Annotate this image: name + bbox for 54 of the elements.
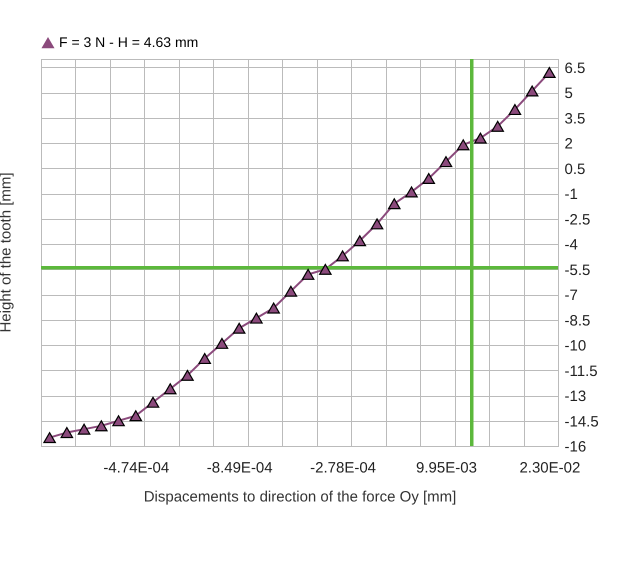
point <box>302 268 314 280</box>
y-tick-label: 3.5 <box>564 110 586 128</box>
y-tick-label: -2.5 <box>564 211 590 228</box>
point <box>388 198 401 210</box>
point <box>181 370 194 381</box>
y-tick-label: -11.5 <box>564 362 598 380</box>
legend-label: F = 3 N - H = 4.63 mm <box>59 34 198 50</box>
point <box>250 312 263 324</box>
x-tick-label: 2.30E-02 <box>519 460 580 476</box>
y-tick-label: -14.5 <box>564 413 599 430</box>
x-tick-label: -8.49E-04 <box>206 460 273 476</box>
point <box>164 383 177 394</box>
point <box>491 120 504 132</box>
point <box>336 250 349 262</box>
point <box>526 85 538 97</box>
y-tick-label: -10 <box>564 338 586 355</box>
point <box>543 66 556 78</box>
y-tick-label: 2 <box>564 136 573 153</box>
point <box>422 172 436 184</box>
y-tick-label: 0.5 <box>564 160 586 178</box>
y-tick-label: -4 <box>564 236 578 254</box>
point <box>198 352 212 364</box>
point <box>216 338 228 349</box>
y-tick-label: 5 <box>564 85 573 102</box>
y-tick-label: -1 <box>564 186 578 204</box>
point <box>319 264 332 275</box>
point <box>370 218 384 230</box>
point <box>60 427 74 438</box>
point <box>267 302 280 314</box>
y-tick-label: 6.5 <box>564 60 586 77</box>
point <box>129 410 142 422</box>
x-tick-label: 9.95E-03 <box>416 460 477 476</box>
point <box>146 396 160 408</box>
point <box>456 139 470 150</box>
y-tick-label: -7 <box>564 287 578 304</box>
x-axis-title: Dispacements to direction of the force Oy [mm] <box>144 488 456 506</box>
y-tick-label: -5.5 <box>564 262 590 279</box>
point <box>354 235 366 246</box>
point <box>474 132 487 144</box>
point <box>78 424 90 435</box>
point <box>508 104 522 116</box>
point <box>232 322 246 334</box>
point <box>95 420 108 432</box>
y-tick-label: -8.5 <box>564 312 590 330</box>
y-tick-label: -13 <box>564 388 586 406</box>
point <box>440 156 452 168</box>
point <box>112 415 125 426</box>
point <box>405 186 418 198</box>
x-tick-label: -4.74E-04 <box>103 460 170 476</box>
y-tick-label: -16 <box>564 438 586 456</box>
x-tick-label: -2.78E-04 <box>310 460 376 476</box>
point <box>43 432 56 444</box>
y-axis-title: Height of the tooth [mm] <box>0 172 14 333</box>
point <box>284 286 298 297</box>
